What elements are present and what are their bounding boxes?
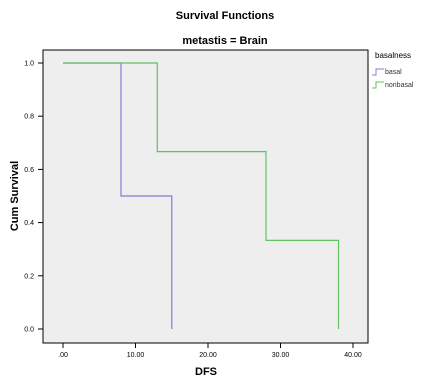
series-line-nonbasal: [63, 62, 340, 329]
y-axis-title: Cum Survival: [9, 161, 21, 231]
plot-area: [42, 49, 369, 344]
x-tick-label: .00: [58, 352, 68, 359]
y-tick-label: 0.8: [24, 114, 34, 121]
x-axis: .00 10.00 20.00 30.00 40.00: [58, 343, 362, 359]
x-tick-label: 40.00: [344, 352, 362, 359]
chart-title: Survival Functions: [176, 10, 274, 22]
legend: basalness basal nonbasal: [372, 51, 414, 89]
legend-label-basal: basal: [385, 69, 402, 76]
chart-subtitle: metastis = Brain: [182, 35, 268, 47]
y-tick-label: 0.2: [24, 273, 34, 280]
y-tick-label: 1.0: [24, 61, 34, 68]
y-tick-label: 0.0: [24, 327, 34, 334]
x-tick-label: 30.00: [272, 352, 290, 359]
legend-label-nonbasal: nonbasal: [385, 82, 414, 89]
legend-swatch-nonbasal: [372, 81, 384, 89]
series-layer: [63, 62, 340, 329]
x-axis-title: DFS: [195, 366, 217, 378]
y-tick-label: 0.6: [24, 167, 34, 174]
y-axis: 0.0 0.2 0.4 0.6 0.8 1.0: [24, 61, 43, 334]
y-tick-label: 0.4: [24, 220, 34, 227]
legend-swatch-basal: [372, 68, 384, 76]
x-tick-label: 20.00: [199, 352, 217, 359]
legend-title: basalness: [375, 51, 411, 60]
x-tick-label: 10.00: [127, 352, 145, 359]
